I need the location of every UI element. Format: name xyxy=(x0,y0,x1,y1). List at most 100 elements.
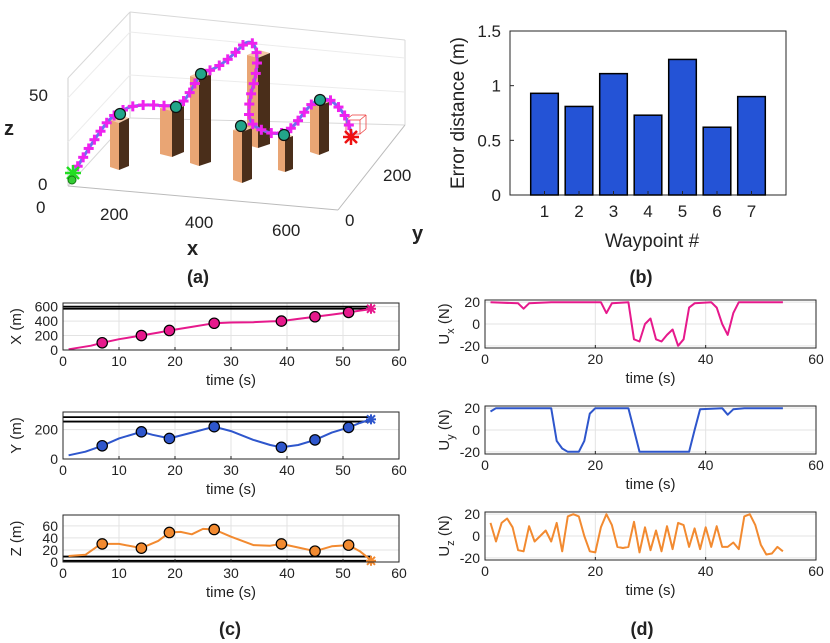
path-marker xyxy=(244,99,255,110)
path-marker xyxy=(285,123,296,134)
path-marker xyxy=(95,126,106,137)
xtick-label: 20 xyxy=(167,565,183,581)
Ux-xlabel: time (s) xyxy=(626,370,676,387)
bar-waypoint-5 xyxy=(667,58,698,196)
xtick-label: 40 xyxy=(279,565,295,581)
bar-waypoint-6 xyxy=(702,126,732,196)
Z-ylabel: Z (m) xyxy=(8,521,25,557)
Y-series-line xyxy=(68,418,372,457)
ytick-label: 20 xyxy=(464,400,480,416)
path-marker xyxy=(247,38,258,49)
xtick-label: 0 xyxy=(59,353,67,369)
ytick-label: 200 xyxy=(35,328,59,344)
Ux-series-line xyxy=(490,301,783,347)
a-y-tick-1: 200 xyxy=(383,166,411,185)
path-marker xyxy=(237,40,248,51)
a-x-tick-1: 200 xyxy=(100,205,128,224)
xtick-label: 0 xyxy=(481,351,489,367)
b-ytick-label: 0 xyxy=(492,186,501,205)
path-marker xyxy=(184,87,195,98)
xtick-label: 40 xyxy=(279,353,295,369)
path-marker xyxy=(251,58,262,69)
ytick-label: -20 xyxy=(460,444,480,460)
xtick-label: 20 xyxy=(588,563,604,579)
b-xtick-label: 3 xyxy=(609,202,618,221)
ytick-label: 600 xyxy=(35,299,59,315)
xtick-label: 20 xyxy=(167,462,183,478)
xtick-label: 20 xyxy=(588,457,604,473)
Y-waypoint-4 xyxy=(208,420,220,433)
waypoint-3d-2 xyxy=(169,100,183,114)
xtick-label: 10 xyxy=(111,353,127,369)
ytick-label: 20 xyxy=(464,506,480,522)
ytick-label: 0 xyxy=(472,422,480,438)
Z-series-line xyxy=(68,527,372,561)
X-waypoint-3 xyxy=(163,324,176,337)
ytick-label: -20 xyxy=(460,550,480,566)
path-marker xyxy=(89,134,100,145)
path-marker xyxy=(343,120,354,131)
building-1 xyxy=(110,115,129,170)
path-marker xyxy=(148,100,159,111)
ytick-label: 0 xyxy=(472,528,480,544)
path-marker xyxy=(248,78,259,89)
b-xtick-label: 4 xyxy=(643,202,652,221)
xtick-label: 60 xyxy=(391,462,407,478)
X-waypoint-4 xyxy=(208,317,220,330)
xtick-label: 60 xyxy=(808,351,824,367)
Uz-axes-frame xyxy=(484,511,817,561)
xtick-label: 50 xyxy=(335,565,351,581)
ytick-label: 0 xyxy=(50,554,58,570)
Z-xlabel: time (s) xyxy=(206,584,256,601)
xtick-label: 60 xyxy=(391,353,407,369)
xtick-label: 60 xyxy=(808,563,824,579)
panel-label-a: (a) xyxy=(187,267,209,287)
waypoint-3d-3 xyxy=(194,67,208,81)
Z-goal-marker xyxy=(366,555,376,566)
xtick-label: 60 xyxy=(808,457,824,473)
Ux-ylabel: Ux (N) xyxy=(436,303,457,344)
xtick-label: 20 xyxy=(588,351,604,367)
ytick-label: 400 xyxy=(35,313,59,329)
waypoint-3d-6 xyxy=(313,93,327,107)
xtick-label: 50 xyxy=(335,462,351,478)
X-ylabel: X (m) xyxy=(8,308,25,345)
a-z-tick-0: 0 xyxy=(38,175,47,194)
xtick-label: 0 xyxy=(481,563,489,579)
bar-waypoint-1 xyxy=(529,92,560,196)
Uz-ylabel: Uz (N) xyxy=(436,515,457,556)
path-marker xyxy=(256,124,267,135)
path-marker xyxy=(205,65,216,76)
path-marker xyxy=(230,47,241,58)
path-marker xyxy=(178,96,189,107)
a-x-label: x xyxy=(187,238,198,260)
Y-waypoint-3 xyxy=(163,432,176,445)
Y-ylabel: Y (m) xyxy=(8,417,25,453)
b-ytick-label: 1.5 xyxy=(477,22,501,41)
path-marker xyxy=(339,110,350,121)
path-marker xyxy=(247,119,258,130)
X-xlabel: time (s) xyxy=(206,372,256,389)
path-marker xyxy=(325,95,336,106)
path-marker xyxy=(159,100,170,111)
Z-waypoint-7 xyxy=(342,539,355,551)
path-marker xyxy=(127,101,138,112)
Uz-series-line xyxy=(489,513,784,556)
X-waypoint-6 xyxy=(309,310,321,323)
ytick-label: 60 xyxy=(42,518,58,534)
Y-goal-marker xyxy=(366,414,376,425)
bar-waypoint-2 xyxy=(564,105,594,196)
ytick-label: 0 xyxy=(50,451,58,467)
X-waypoint-1 xyxy=(96,336,108,349)
Z-waypoint-2 xyxy=(135,542,148,554)
xtick-label: 30 xyxy=(223,565,239,581)
b-ytick-label: 0.5 xyxy=(477,131,501,150)
panel-b-bar-chart: Error distance (m) Waypoint # (b) 0 0.5 1 1… xyxy=(448,22,787,287)
bar-waypoint-7 xyxy=(736,95,767,196)
Uy-axes-frame xyxy=(484,405,817,455)
Uz-xlabel: time (s) xyxy=(626,582,676,599)
waypoint-3d-5 xyxy=(277,128,291,142)
Y-xlabel: time (s) xyxy=(206,481,256,498)
xtick-label: 30 xyxy=(223,353,239,369)
path-marker xyxy=(138,100,149,111)
